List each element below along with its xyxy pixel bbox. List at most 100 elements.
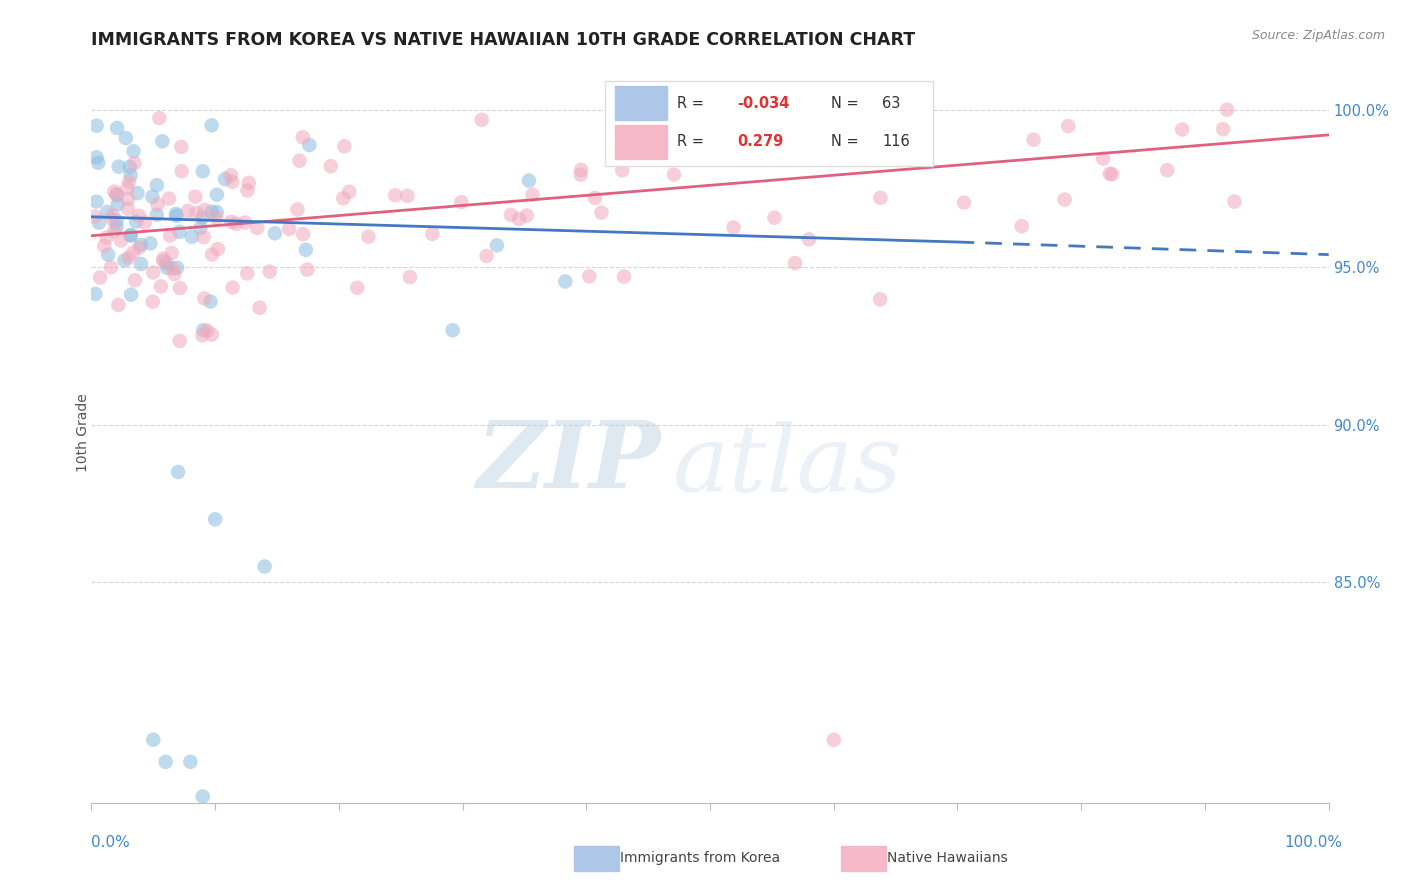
Point (142, 294, 165, 309)
Point (87, 156, 110, 170)
Point (157, 192, 180, 206)
Point (124, 273, 146, 287)
Point (201, 119, 224, 133)
Point (139, 236, 162, 251)
Point (194, 202, 217, 217)
Point (105, 187, 128, 202)
Point (1216, 103, 1239, 117)
Point (337, 185, 360, 199)
Point (107, 298, 129, 312)
Point (165, 207, 187, 221)
Point (120, 287, 142, 301)
Text: 63: 63 (882, 95, 900, 111)
Point (125, 214, 148, 228)
Text: -0.034: -0.034 (737, 95, 790, 111)
Point (723, 220, 745, 235)
Point (332, 191, 354, 205)
Point (124, 156, 146, 170)
Point (155, 256, 177, 270)
Point (569, 168, 592, 182)
Point (205, 211, 228, 225)
Point (219, 168, 242, 182)
Point (166, 209, 188, 223)
Point (221, 175, 243, 189)
Point (319, 159, 342, 173)
Point (120, 168, 142, 182)
Point (763, 211, 786, 225)
Point (87, 216, 110, 230)
Text: ZIP: ZIP (477, 417, 661, 508)
Y-axis label: 10th Grade: 10th Grade (76, 393, 90, 472)
Point (86, 150, 108, 164)
Point (170, 140, 193, 154)
Text: 0.279: 0.279 (737, 134, 783, 149)
Point (128, 240, 150, 254)
Point (207, 242, 229, 256)
Point (773, 120, 796, 135)
Point (117, 181, 139, 195)
Text: atlas: atlas (673, 421, 903, 511)
Text: R =: R = (676, 134, 709, 149)
Point (1223, 194, 1246, 209)
Text: N =: N = (831, 95, 863, 111)
Point (103, 185, 125, 199)
Point (148, 111, 170, 125)
Point (1092, 152, 1115, 166)
Point (238, 176, 260, 190)
Point (89, 270, 111, 285)
Point (146, 208, 169, 222)
Point (156, 260, 179, 275)
Point (128, 209, 150, 223)
Point (278, 222, 301, 236)
Text: 100.0%: 100.0% (1285, 836, 1343, 850)
Point (441, 323, 464, 337)
Point (105, 219, 128, 234)
Point (93, 239, 115, 253)
Point (298, 138, 321, 153)
Point (150, 134, 173, 148)
Point (195, 324, 218, 338)
Text: 116: 116 (882, 134, 910, 149)
Point (869, 127, 891, 141)
Point (357, 229, 380, 244)
Point (152, 252, 174, 266)
Point (214, 172, 236, 186)
Point (288, 153, 311, 168)
Point (191, 328, 214, 343)
Point (1171, 122, 1194, 136)
Point (191, 164, 214, 178)
Point (142, 265, 165, 279)
Point (177, 203, 200, 218)
Point (129, 238, 152, 252)
Point (297, 262, 319, 277)
Point (219, 215, 242, 229)
Point (117, 251, 139, 265)
Point (554, 275, 576, 289)
Point (142, 732, 165, 747)
Point (152, 254, 174, 268)
Point (1011, 219, 1033, 234)
Point (259, 264, 281, 278)
Point (1057, 119, 1080, 133)
Point (508, 212, 530, 227)
Point (169, 334, 191, 348)
Point (1101, 167, 1123, 181)
Point (200, 294, 222, 309)
Point (253, 559, 276, 574)
Point (186, 206, 208, 220)
Point (180, 230, 202, 244)
Point (96, 205, 118, 219)
Point (155, 755, 177, 769)
Point (149, 279, 172, 293)
Point (204, 512, 226, 526)
Point (159, 228, 181, 243)
Point (485, 238, 508, 252)
Point (569, 162, 592, 177)
Point (134, 215, 156, 229)
Point (236, 267, 259, 281)
Text: IMMIGRANTS FROM KOREA VS NATIVE HAWAIIAN 10TH GRADE CORRELATION CHART: IMMIGRANTS FROM KOREA VS NATIVE HAWAIIAN… (91, 31, 915, 49)
Point (190, 220, 212, 235)
Point (583, 191, 606, 205)
Point (84, 210, 107, 224)
Point (105, 213, 128, 227)
